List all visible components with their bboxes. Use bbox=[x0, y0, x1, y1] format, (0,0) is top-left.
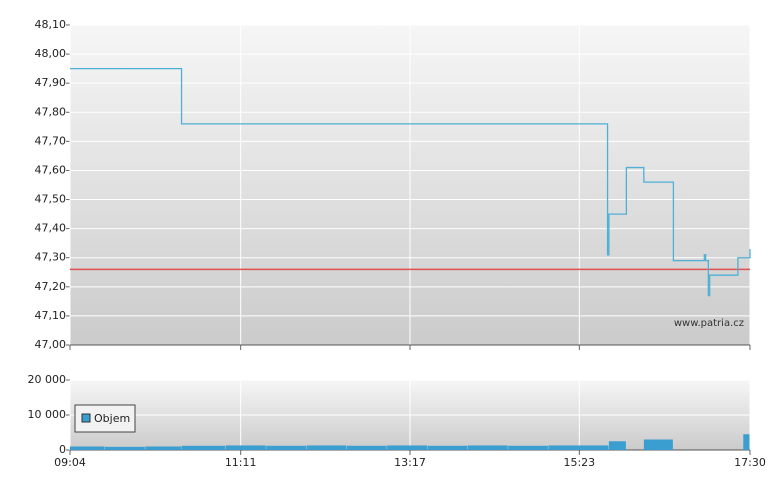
volume-bar bbox=[548, 445, 609, 450]
volume-bar bbox=[643, 439, 673, 450]
legend-swatch bbox=[81, 413, 91, 423]
y-tick-label: 47,10 bbox=[35, 309, 67, 322]
x-tick-label: 15:23 bbox=[563, 456, 595, 469]
volume-bar bbox=[104, 446, 145, 450]
volume-bar bbox=[145, 446, 182, 450]
price-line bbox=[70, 67, 751, 297]
volume-bar bbox=[467, 445, 508, 450]
volume-bar bbox=[346, 445, 387, 450]
y-tick-label: 47,80 bbox=[35, 105, 67, 118]
y-tick-label: 48,10 bbox=[35, 18, 67, 31]
y-tick-label: 47,00 bbox=[35, 338, 67, 351]
watermark: www.patria.cz bbox=[674, 318, 744, 329]
x-tick-label: 11:11 bbox=[225, 456, 257, 469]
y-tick-label: 47,60 bbox=[35, 163, 67, 176]
x-tick-label: 09:04 bbox=[54, 456, 86, 469]
y-tick-label: 47,70 bbox=[35, 134, 67, 147]
volume-bar bbox=[743, 434, 750, 450]
y-tick-label: 47,30 bbox=[35, 251, 67, 264]
volume-bar bbox=[427, 445, 468, 450]
y-tick-label: 47,50 bbox=[35, 193, 67, 206]
volume-bar bbox=[181, 445, 226, 450]
y-tick-label: 47,90 bbox=[35, 76, 67, 89]
legend-label: Objem bbox=[94, 412, 130, 425]
y-tick-label: 47,20 bbox=[35, 280, 67, 293]
y-tick-label: 47,40 bbox=[35, 222, 67, 235]
y-tick-label: 20 000 bbox=[28, 373, 67, 386]
y-tick-label: 0 bbox=[59, 443, 66, 456]
volume-bar bbox=[225, 445, 266, 450]
y-tick-label: 48,00 bbox=[35, 47, 67, 60]
volume-bar bbox=[70, 446, 105, 450]
x-tick-label: 13:17 bbox=[394, 456, 426, 469]
x-tick-label: 17:30 bbox=[734, 456, 766, 469]
volume-bar bbox=[508, 445, 548, 450]
y-tick-label: 10 000 bbox=[28, 408, 67, 421]
volume-bar bbox=[306, 445, 347, 450]
volume-bar bbox=[608, 441, 626, 450]
volume-bar bbox=[387, 445, 427, 450]
volume-bar bbox=[266, 445, 307, 450]
